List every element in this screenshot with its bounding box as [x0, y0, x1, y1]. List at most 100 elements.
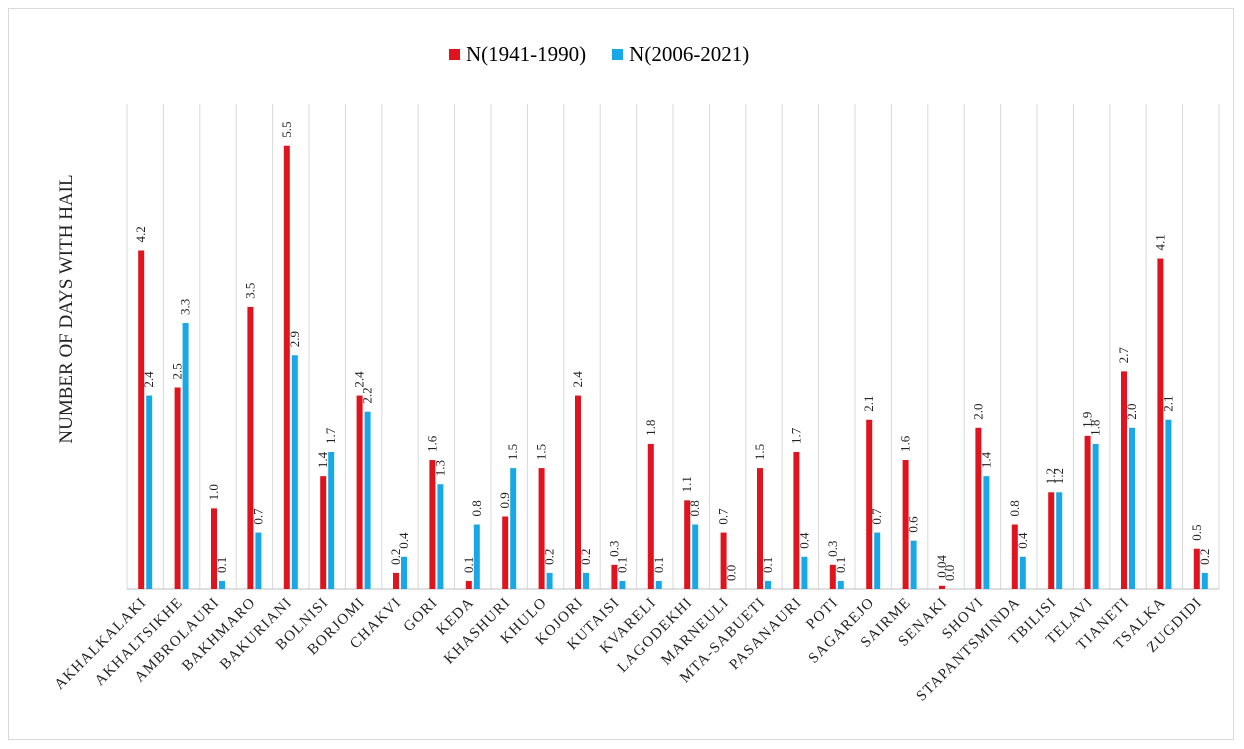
bar-n1941-1990-sairme: [902, 460, 909, 589]
data-label: 1.2: [1051, 468, 1066, 484]
data-label: 0.1: [651, 557, 666, 573]
bar-n1941-1990-akhaltsikhe: [174, 387, 181, 589]
bar-n2006-2021-khashuri: [510, 468, 517, 589]
bar-n1941-1990-kvareli: [647, 443, 654, 589]
data-label: 4.1: [1152, 234, 1167, 250]
data-label: 0.2: [388, 549, 403, 565]
bar-n1941-1990-senaki: [939, 585, 945, 589]
bar-n1941-1990-zugdidi: [1193, 548, 1200, 589]
data-label: 0.2: [542, 549, 557, 565]
data-label: 2.4: [570, 371, 585, 388]
data-label: 2.1: [861, 395, 876, 411]
bar-n1941-1990-pasanauri: [793, 451, 800, 589]
bar-n1941-1990-bakuriani: [283, 145, 290, 589]
data-label: 1.0: [206, 484, 221, 500]
bar-n2006-2021-lagodekhi: [692, 524, 699, 589]
bar-n2006-2021-akhaltsikhe: [182, 323, 189, 589]
bar-n2006-2021-tianeti: [1129, 427, 1135, 589]
bar-n2006-2021-kutaisi: [619, 580, 626, 589]
data-label: 0.7: [716, 508, 731, 525]
data-label: 1.7: [323, 427, 338, 444]
bar-chart: 4.22.4AKHALKALAKI2.53.3AKHALTSIKHE1.00.1…: [52, 104, 1220, 705]
data-label: 0.2: [578, 549, 593, 565]
data-label: 1.5: [505, 444, 520, 460]
bar-n1941-1990-sagarejo: [866, 419, 873, 589]
bar-n2006-2021-stapantsminda: [1019, 556, 1026, 589]
bar-n2006-2021-sagarejo: [874, 532, 881, 589]
bar-n2006-2021-pasanauri: [801, 556, 808, 589]
bar-n1941-1990-marneuli: [720, 532, 727, 589]
bar-n2006-2021-bakhmaro: [255, 532, 262, 589]
bar-n1941-1990-gori: [429, 460, 436, 589]
data-label: 0.9: [497, 492, 512, 508]
bar-n1941-1990-borjomi: [356, 395, 363, 589]
data-label: 0.8: [1007, 500, 1022, 516]
bar-n2006-2021-tsalka: [1165, 419, 1172, 589]
data-label: 0.5: [1189, 524, 1204, 540]
data-label: 1.2: [1043, 468, 1058, 484]
bar-n2006-2021-keda: [473, 524, 480, 589]
data-label: 2.1: [1160, 395, 1175, 411]
legend-item-series-1: N(1941-1990): [449, 42, 586, 67]
bar-n1941-1990-telavi: [1084, 435, 1091, 589]
data-label: 1.3: [432, 460, 447, 476]
data-label: 1.5: [752, 444, 767, 460]
bar-n2006-2021-telavi: [1092, 443, 1099, 589]
bar-n1941-1990-shovi: [975, 427, 982, 589]
bar-n2006-2021-poti: [837, 580, 844, 589]
bar-n2006-2021-borjomi: [364, 411, 371, 589]
data-label: 0.4: [796, 532, 811, 549]
bar-n2006-2021-shovi: [983, 476, 990, 589]
data-label: 2.4: [141, 371, 156, 388]
bar-n1941-1990-khulo: [538, 468, 545, 589]
data-label: 1.4: [315, 451, 330, 468]
bar-n1941-1990-tsalka: [1157, 258, 1164, 589]
data-label: 0.4: [396, 532, 411, 549]
data-label: 2.0: [1124, 404, 1139, 420]
data-label: 1.1: [679, 476, 694, 492]
data-label: 0.6: [906, 516, 921, 533]
bar-n1941-1990-bakhmaro: [247, 306, 254, 589]
bar-n1941-1990-bolnisi: [320, 476, 327, 589]
bar-n2006-2021-gori: [437, 484, 444, 589]
bar-n1941-1990-tbilisi: [1048, 492, 1055, 589]
data-label: 1.5: [534, 444, 549, 460]
bar-n1941-1990-poti: [829, 564, 836, 589]
data-label: 0.0: [942, 565, 957, 581]
bar-n2006-2021-akhalkalaki: [146, 395, 153, 589]
bar-n1941-1990-khashuri: [502, 516, 509, 589]
bar-n1941-1990-chakvi: [393, 572, 399, 589]
data-label: 2.9: [287, 331, 302, 347]
bar-n1941-1990-kutaisi: [611, 564, 618, 589]
bar-n2006-2021-bakuriani: [291, 355, 298, 589]
chart-frame: N(1941-1990) N(2006-2021) NUMBER OF DAYS…: [8, 8, 1234, 740]
bar-n2006-2021-khulo: [546, 572, 553, 589]
data-label: 2.5: [170, 363, 185, 379]
bar-n2006-2021-ambrolauri: [219, 580, 225, 589]
data-label: 0.8: [687, 500, 702, 516]
data-label: 4.2: [133, 226, 148, 242]
legend-swatch-series-2: [612, 49, 624, 60]
data-label: 3.3: [178, 299, 193, 315]
data-label: 1.4: [978, 451, 993, 468]
legend-label-series-2: N(2006-2021): [629, 42, 750, 66]
data-label: 2.7: [1116, 347, 1131, 364]
legend-label-series-1: N(1941-1990): [466, 42, 587, 66]
bar-n1941-1990-ambrolauri: [211, 508, 217, 589]
data-label: 0.7: [869, 508, 884, 525]
data-label: 0.3: [606, 541, 621, 557]
data-label: 1.8: [1088, 420, 1103, 436]
bar-n1941-1990-tianeti: [1121, 371, 1127, 589]
bar-n1941-1990-keda: [465, 580, 472, 589]
bar-n1941-1990-mta-sabueti: [757, 468, 763, 589]
data-label: 0.4: [1015, 532, 1030, 549]
data-label: 0.7: [250, 508, 265, 525]
data-label: 0.2: [1197, 549, 1212, 565]
data-label: 0.3: [825, 541, 840, 557]
bar-n2006-2021-kvareli: [655, 580, 662, 589]
bar-n2006-2021-bolnisi: [328, 451, 335, 589]
data-label: 0.0: [724, 565, 739, 581]
data-label: 0.8: [469, 500, 484, 516]
data-label: 0.1: [214, 557, 229, 573]
bar-n1941-1990-kojori: [575, 395, 581, 589]
